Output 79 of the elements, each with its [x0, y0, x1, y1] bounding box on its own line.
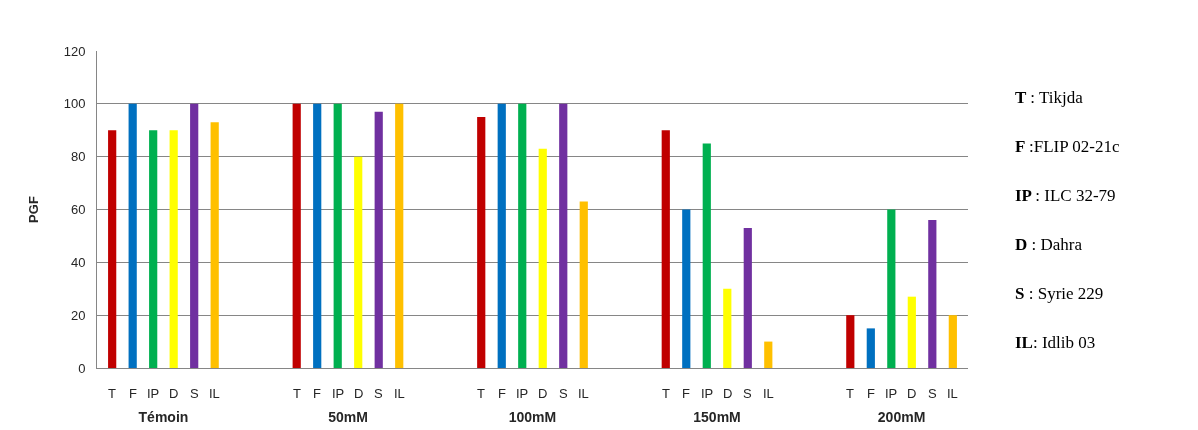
- text: F :FLIP 02-21c: [1015, 137, 1120, 156]
- text: IP: [701, 386, 714, 401]
- y-tick-label: 100: [63, 96, 86, 112]
- x-tick-label: 50mM: [328, 408, 368, 425]
- series-label: D: [354, 386, 364, 401]
- x-tick-label: Témoin: [138, 408, 189, 425]
- bar: [497, 103, 506, 368]
- bar: [702, 143, 711, 368]
- bar: [169, 130, 178, 368]
- bar: [887, 209, 896, 368]
- text: D: [723, 386, 733, 401]
- series-label: IP: [332, 386, 345, 401]
- bar: [764, 341, 773, 368]
- x-tick-label: 200mM: [877, 408, 926, 425]
- bar: [948, 315, 957, 368]
- text: D : Dahra: [1015, 235, 1083, 254]
- text: S: [928, 386, 937, 401]
- series-label: S: [374, 386, 383, 401]
- bar: [723, 288, 732, 368]
- bar: [128, 103, 137, 368]
- x-tick-label: 100mM: [508, 408, 557, 425]
- text: T: [846, 386, 854, 401]
- bar: [292, 103, 301, 368]
- text: S : Syrie 229: [1015, 284, 1104, 303]
- bar: [866, 328, 875, 368]
- bar: [661, 130, 670, 368]
- y-tick-label: 120: [63, 43, 86, 59]
- bar: [313, 103, 322, 368]
- series-label: IL: [947, 386, 958, 401]
- text: S: [743, 386, 752, 401]
- y-tick-label: 80: [70, 149, 86, 165]
- y-tick-label: 0: [78, 360, 86, 376]
- bar: [538, 148, 547, 368]
- bar: [907, 296, 916, 368]
- text: F: [313, 386, 321, 401]
- bar: [108, 130, 117, 368]
- text: IL: [578, 386, 589, 401]
- text: IP: [516, 386, 529, 401]
- text: IP: [885, 386, 898, 401]
- bar: [477, 117, 486, 368]
- y-tick-label: 60: [70, 202, 86, 218]
- y-tick-label: 40: [70, 254, 86, 270]
- text: D: [907, 386, 917, 401]
- bar: [395, 103, 404, 368]
- text: D: [538, 386, 548, 401]
- text: F: [682, 386, 690, 401]
- bar: [333, 103, 342, 368]
- y-axis-title: PGF: [25, 196, 41, 223]
- bar: [149, 130, 158, 368]
- text: IL: [209, 386, 220, 401]
- text: F: [867, 386, 875, 401]
- bar: [928, 220, 937, 368]
- text: T: [662, 386, 670, 401]
- bar: [374, 111, 383, 368]
- bar: [579, 201, 588, 368]
- text: D: [169, 386, 179, 401]
- series-label: F: [129, 386, 137, 401]
- text: T : Tikjda: [1015, 88, 1084, 107]
- text: IP : ILC 32-79: [1015, 186, 1116, 205]
- text: IL: [763, 386, 774, 401]
- text: IL: [394, 386, 405, 401]
- bar: [743, 227, 752, 368]
- x-tick-label: 150mM: [693, 408, 741, 425]
- bar: [518, 103, 527, 368]
- text: IL: Idlib 03: [1015, 333, 1096, 352]
- text: T: [477, 386, 485, 401]
- bar: [210, 122, 219, 368]
- text: S: [559, 386, 568, 401]
- bar: [559, 103, 568, 368]
- bar: [354, 156, 363, 368]
- bar: [682, 209, 691, 368]
- text: F: [498, 386, 506, 401]
- text: T: [293, 386, 301, 401]
- text: S: [190, 386, 199, 401]
- bar: [190, 103, 199, 368]
- text: IP: [147, 386, 160, 401]
- bar: [846, 315, 855, 368]
- y-tick-label: 20: [70, 307, 86, 323]
- series-label: T: [108, 386, 116, 401]
